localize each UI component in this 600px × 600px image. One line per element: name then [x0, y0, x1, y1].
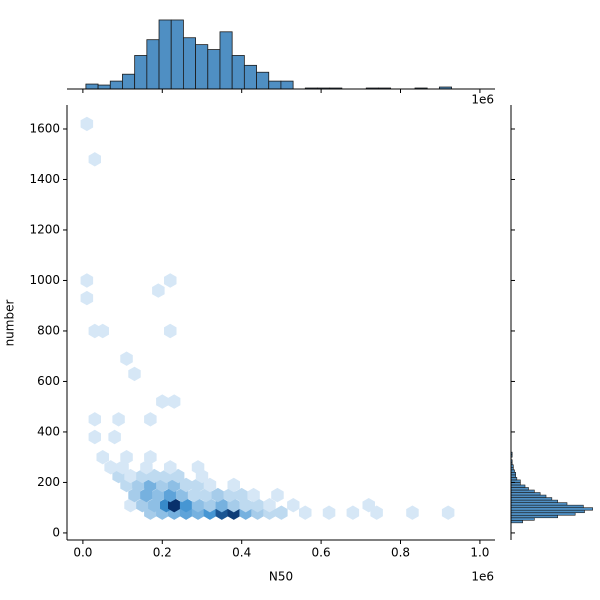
hex-bin [191, 460, 205, 475]
x-axis-label: N50 [269, 570, 293, 584]
x-tick-label: 0.8 [391, 546, 410, 560]
hist-bar [195, 44, 209, 90]
hex-bin [275, 505, 288, 520]
hex-bin [168, 394, 181, 409]
y-tick-label: 600 [37, 374, 60, 388]
hist-bar [219, 31, 233, 90]
hex-bin [124, 468, 137, 484]
hex-bin [144, 412, 157, 427]
hist-bar [146, 39, 160, 90]
y-tick-label: 1200 [29, 222, 60, 236]
hist-bar [510, 497, 553, 501]
hex-bin [120, 450, 133, 465]
hist-bar [510, 477, 518, 481]
hist-bar [183, 37, 196, 90]
hex-bin [96, 450, 109, 465]
hex-bin [112, 412, 125, 427]
hist-bar [510, 469, 515, 473]
hist-bar [510, 487, 529, 491]
x-tick-label: 0.6 [312, 546, 331, 560]
hex-bin [88, 152, 101, 167]
hist-bar [207, 49, 221, 90]
hex-bin [120, 351, 133, 366]
y-tick-label: 400 [37, 424, 60, 438]
hex-bin [247, 487, 260, 503]
hex-bin [346, 505, 360, 520]
hex-bin [144, 450, 157, 465]
hex-bin [156, 394, 169, 409]
hist-bar [158, 19, 172, 90]
hex-bin [164, 460, 177, 475]
x-tick-label: 1.0 [470, 546, 489, 560]
hex-bin [88, 429, 101, 445]
x-offset-label: 1e6 [471, 93, 494, 107]
hex-bin [88, 412, 101, 427]
y-tick-label: 800 [37, 323, 60, 337]
x-tick-label: 0.2 [153, 546, 172, 560]
x-offset-label: 1e6 [471, 570, 494, 584]
hist-bar [510, 492, 541, 496]
hist-bar [97, 84, 111, 90]
hex-bin [128, 366, 141, 382]
hist-bar [231, 55, 245, 90]
hist-bar [510, 507, 593, 511]
hist-bar [510, 472, 516, 476]
hist-bar [510, 499, 558, 503]
x-tick-label: 0.0 [73, 546, 92, 560]
hist-bar [510, 502, 568, 506]
x-tick-label: 0.4 [232, 546, 251, 560]
hex-bin [104, 460, 117, 475]
hex-bin [287, 498, 300, 513]
y-tick-label: 200 [37, 475, 60, 489]
hist-bar [256, 71, 270, 90]
hist-bar [510, 494, 547, 498]
hex-bin [211, 487, 225, 503]
y-tick-label: 1000 [29, 273, 60, 287]
hist-bar [134, 55, 148, 90]
hist-bar [510, 520, 523, 524]
hist-bar [510, 512, 576, 516]
y-tick-label: 0 [52, 525, 60, 539]
hist-bar [510, 474, 516, 478]
hex-bin [406, 505, 419, 520]
hist-bar [510, 484, 526, 488]
hex-bin [171, 468, 185, 484]
hex-bin [322, 505, 336, 520]
hex-bin [164, 273, 177, 288]
hex-bin [362, 498, 375, 513]
hex-bin [203, 477, 217, 493]
hex-bin [108, 429, 121, 445]
hist-bar [109, 80, 123, 90]
hex-bin [441, 505, 455, 520]
hex-bin [227, 477, 240, 493]
hex-bin [80, 273, 94, 288]
y-tick-label: 1400 [29, 172, 60, 186]
hex-bin [263, 498, 276, 513]
hex-bin [179, 477, 193, 493]
hex-bin [164, 323, 177, 339]
y-axis-label: number [3, 300, 17, 347]
y-tick-label: 1600 [29, 121, 60, 135]
hex-bin [96, 323, 109, 339]
hex-bin [299, 505, 312, 520]
hist-bar [510, 514, 558, 519]
hist-bar [85, 83, 99, 90]
hex-bin [152, 283, 165, 298]
hist-bar [122, 73, 136, 90]
hex-bin [80, 116, 94, 132]
hist-bar [510, 489, 535, 493]
hist-bar [510, 504, 584, 508]
hist-bar [510, 517, 535, 521]
hist-bar [268, 80, 282, 90]
hex-bin [148, 468, 161, 484]
hex-bin [235, 487, 248, 503]
hist-bar [280, 80, 294, 90]
hist-bar [170, 19, 184, 90]
hist-bar [243, 64, 257, 90]
hex-bin [80, 290, 94, 306]
hex-bin [271, 487, 284, 503]
hist-bar [510, 509, 585, 514]
